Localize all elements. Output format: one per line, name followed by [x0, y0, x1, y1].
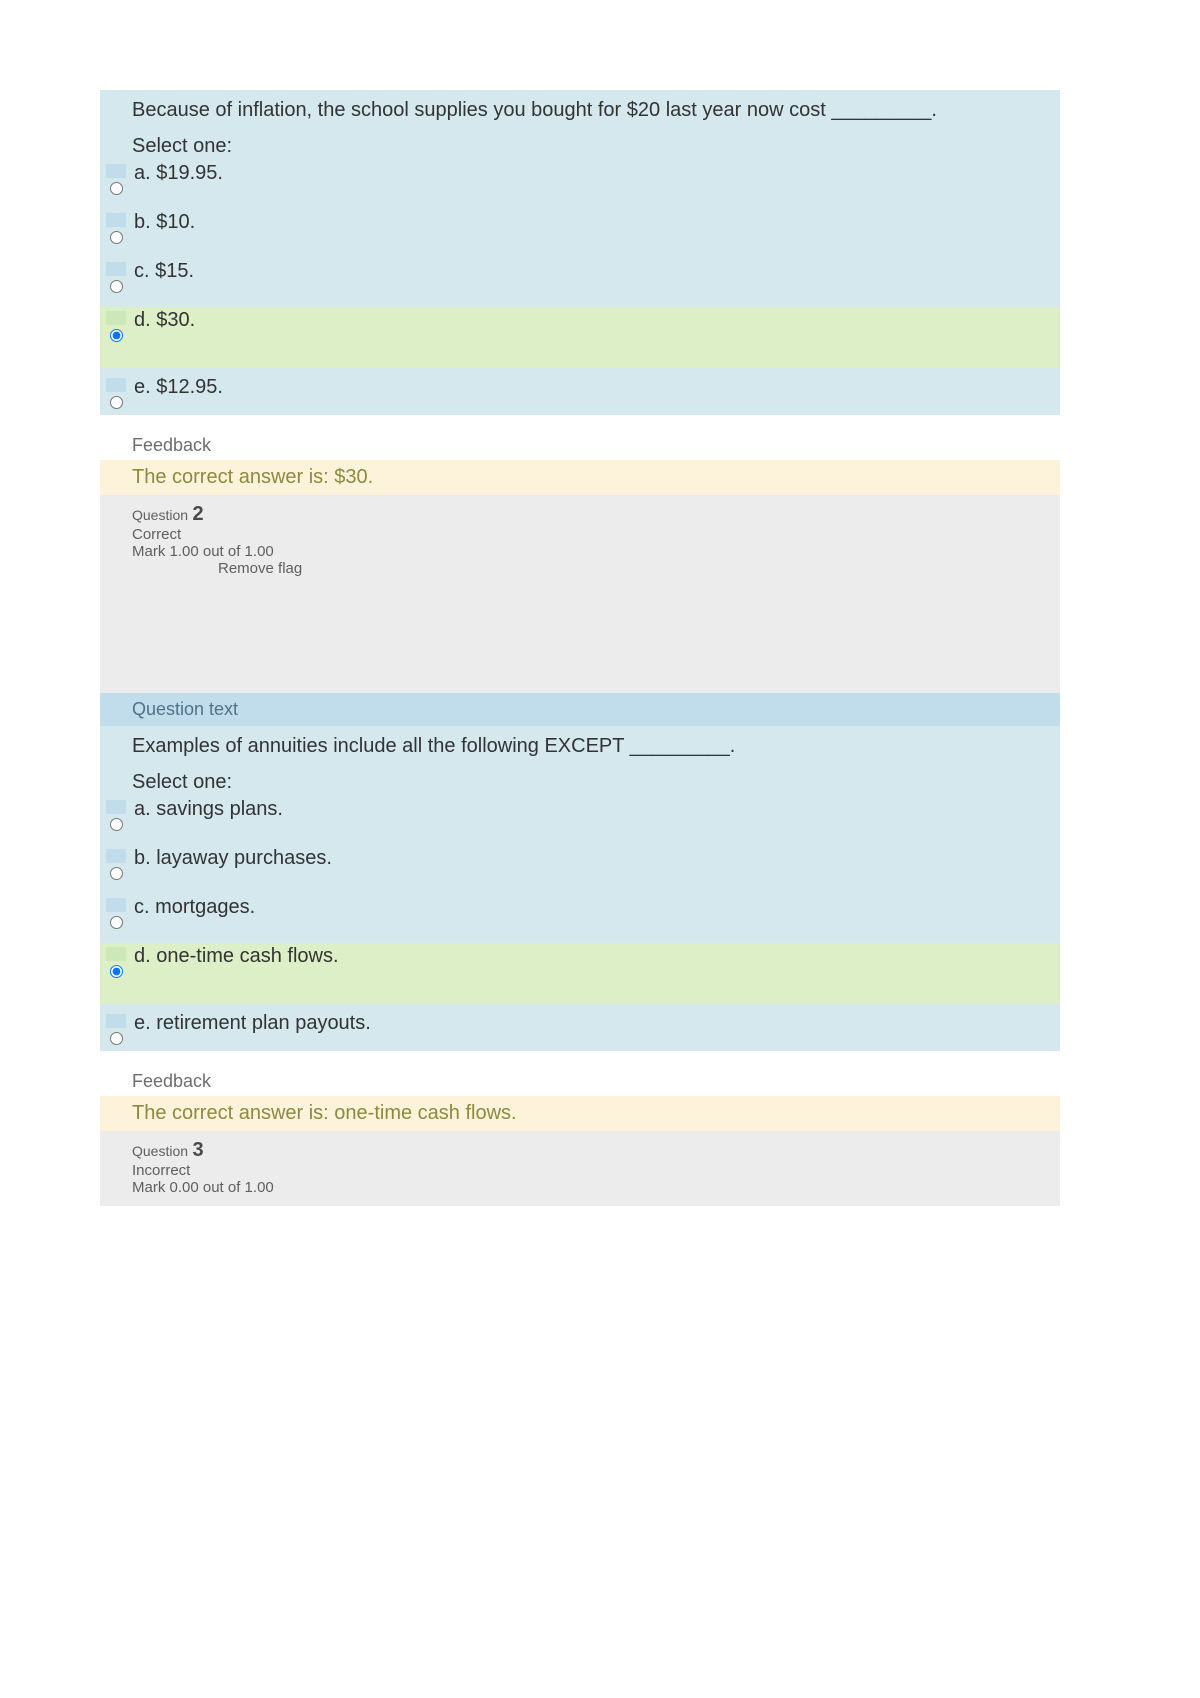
q1-option-e-text: e. $12.95. — [132, 374, 1060, 407]
q2-option-a-text: a. savings plans. — [132, 796, 1060, 829]
q1-feedback-body: The correct answer is: $30. — [100, 460, 1060, 495]
q1-option-a-text: a. $19.95. — [132, 160, 1060, 193]
q1-radio-d[interactable] — [110, 329, 123, 342]
q2-meta: Question 2 Correct Mark 1.00 out of 1.00… — [100, 495, 1060, 693]
option-spacer — [100, 837, 1060, 845]
q3-meta: Question 3 Incorrect Mark 0.00 out of 1.… — [100, 1131, 1060, 1206]
q2-radio-e[interactable] — [110, 1032, 123, 1045]
q1-option-a[interactable]: a. $19.95. — [100, 160, 1060, 201]
q2-feedback-body: The correct answer is: one-time cash flo… — [100, 1096, 1060, 1131]
q1-option-e[interactable]: e. $12.95. — [100, 374, 1060, 415]
q2-radio-c[interactable] — [110, 916, 123, 929]
q1-feedback-header: Feedback — [100, 429, 1060, 460]
radio-gutter — [100, 796, 132, 837]
q2-option-b-text: b. layaway purchases. — [132, 845, 1060, 878]
q2-mark: Mark 1.00 out of 1.00 — [132, 543, 1050, 560]
option-tick — [106, 164, 126, 178]
option-spacer — [100, 935, 1060, 943]
q1-option-d[interactable]: d. $30. — [100, 307, 1060, 348]
q1-option-c-text: c. $15. — [132, 258, 1060, 291]
radio-gutter — [100, 258, 132, 299]
q2-radio-d[interactable] — [110, 965, 123, 978]
radio-gutter — [100, 1010, 132, 1051]
correct-spacer — [100, 348, 1060, 368]
q2-radio-a[interactable] — [110, 818, 123, 831]
option-tick — [106, 898, 126, 912]
q2-feedback-header: Feedback — [100, 1065, 1060, 1096]
option-spacer — [100, 886, 1060, 894]
option-tick — [106, 262, 126, 276]
radio-gutter — [100, 374, 132, 415]
q2-option-d-text: d. one-time cash flows. — [132, 943, 1060, 976]
radio-gutter — [100, 943, 132, 984]
q1-option-b-text: b. $10. — [132, 209, 1060, 242]
q3-mark: Mark 0.00 out of 1.00 — [132, 1179, 1050, 1196]
radio-gutter — [100, 894, 132, 935]
q1-radio-b[interactable] — [110, 231, 123, 244]
q1-radio-e[interactable] — [110, 396, 123, 409]
q1-option-c[interactable]: c. $15. — [100, 258, 1060, 299]
option-tick — [106, 378, 126, 392]
q2-option-b[interactable]: b. layaway purchases. — [100, 845, 1060, 886]
q1-select-one-label: Select one: — [100, 131, 1060, 160]
q2-label-word: Question — [132, 507, 188, 523]
option-tick — [106, 800, 126, 814]
q2-option-c[interactable]: c. mortgages. — [100, 894, 1060, 935]
q3-label-word: Question — [132, 1143, 188, 1159]
q2-option-e-text: e. retirement plan payouts. — [132, 1010, 1060, 1043]
option-tick — [106, 947, 126, 961]
quiz-container: Because of inflation, the school supplie… — [100, 90, 1060, 1206]
q1-option-d-text: d. $30. — [132, 307, 1060, 340]
q1-option-b[interactable]: b. $10. — [100, 209, 1060, 250]
q2-radio-b[interactable] — [110, 867, 123, 880]
option-tick — [106, 213, 126, 227]
q2-number: 2 — [193, 503, 204, 525]
radio-gutter — [100, 209, 132, 250]
q2-remove-flag[interactable]: Remove flag — [132, 560, 302, 577]
q2-question-text: Examples of annuities include all the fo… — [100, 726, 1060, 767]
white-gap — [100, 415, 1060, 429]
radio-gutter — [100, 845, 132, 886]
q2-select-one-label: Select one: — [100, 767, 1060, 796]
q2-question-text-label: Question text — [100, 693, 1060, 726]
option-spacer — [100, 299, 1060, 307]
q3-status: Incorrect — [132, 1162, 1050, 1179]
q2-option-d[interactable]: d. one-time cash flows. — [100, 943, 1060, 984]
option-tick — [106, 849, 126, 863]
q1-question-text: Because of inflation, the school supplie… — [100, 90, 1060, 131]
q1-radio-a[interactable] — [110, 182, 123, 195]
option-tick — [106, 1014, 126, 1028]
q1-radio-c[interactable] — [110, 280, 123, 293]
radio-gutter — [100, 160, 132, 201]
white-gap — [100, 1051, 1060, 1065]
option-tick — [106, 311, 126, 325]
radio-gutter — [100, 307, 132, 348]
q2-option-e[interactable]: e. retirement plan payouts. — [100, 1010, 1060, 1051]
q2-status: Correct — [132, 526, 1050, 543]
option-spacer — [100, 250, 1060, 258]
q2-option-c-text: c. mortgages. — [132, 894, 1060, 927]
option-spacer — [100, 201, 1060, 209]
q2-option-a[interactable]: a. savings plans. — [100, 796, 1060, 837]
correct-spacer — [100, 984, 1060, 1004]
q3-number: 3 — [193, 1139, 204, 1161]
